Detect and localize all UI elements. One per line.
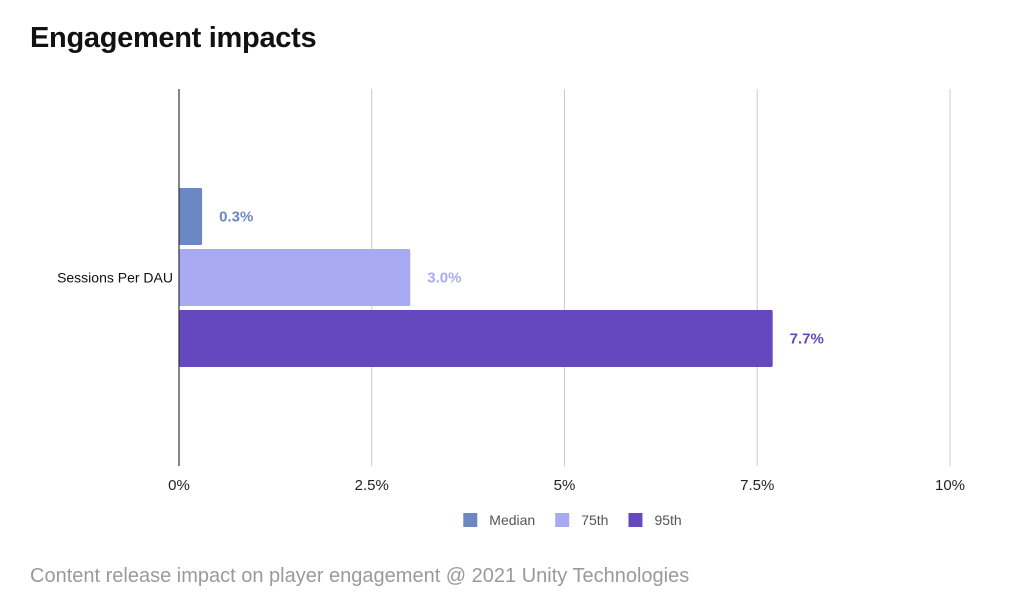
legend-label: Median bbox=[489, 512, 535, 528]
legend-item-75th[interactable]: 75th bbox=[555, 512, 608, 528]
legend-item-95th[interactable]: 95th bbox=[628, 512, 682, 528]
bar-95th bbox=[179, 310, 773, 367]
bar-median bbox=[179, 188, 203, 245]
x-tick-label: 10% bbox=[935, 477, 965, 494]
category-label: Sessions Per DAU bbox=[57, 270, 173, 286]
x-tick-label: 7.5% bbox=[740, 477, 774, 494]
data-label-median: 0.3% bbox=[219, 209, 253, 226]
legend-label: 95th bbox=[654, 512, 681, 528]
x-tick-label: 5% bbox=[554, 477, 576, 494]
data-label-75th: 3.0% bbox=[427, 270, 461, 287]
bar-chart: 0.3% 3.0% 7.7% 0% 2.5% 5% 7.5% 10% Sessions Per… bbox=[57, 89, 965, 528]
legend-swatch bbox=[555, 513, 570, 527]
chart-caption: Content release impact on player engagem… bbox=[30, 565, 690, 587]
gridlines bbox=[371, 89, 951, 466]
legend-swatch bbox=[628, 513, 643, 527]
bars: 0.3% 3.0% 7.7% bbox=[179, 188, 824, 367]
chart-title: Engagement impacts bbox=[30, 22, 317, 54]
legend-swatch bbox=[463, 513, 478, 527]
legend: Median 75th 95th bbox=[463, 512, 682, 528]
legend-label: 75th bbox=[581, 512, 608, 528]
x-tick-label: 2.5% bbox=[355, 477, 389, 494]
x-tick-label: 0% bbox=[168, 477, 190, 494]
legend-item-median[interactable]: Median bbox=[463, 512, 535, 528]
axes: 0% 2.5% 5% 7.5% 10% Sessions Per DAU bbox=[57, 89, 965, 494]
data-label-95th: 7.7% bbox=[790, 331, 824, 348]
bar-75th bbox=[179, 249, 411, 306]
